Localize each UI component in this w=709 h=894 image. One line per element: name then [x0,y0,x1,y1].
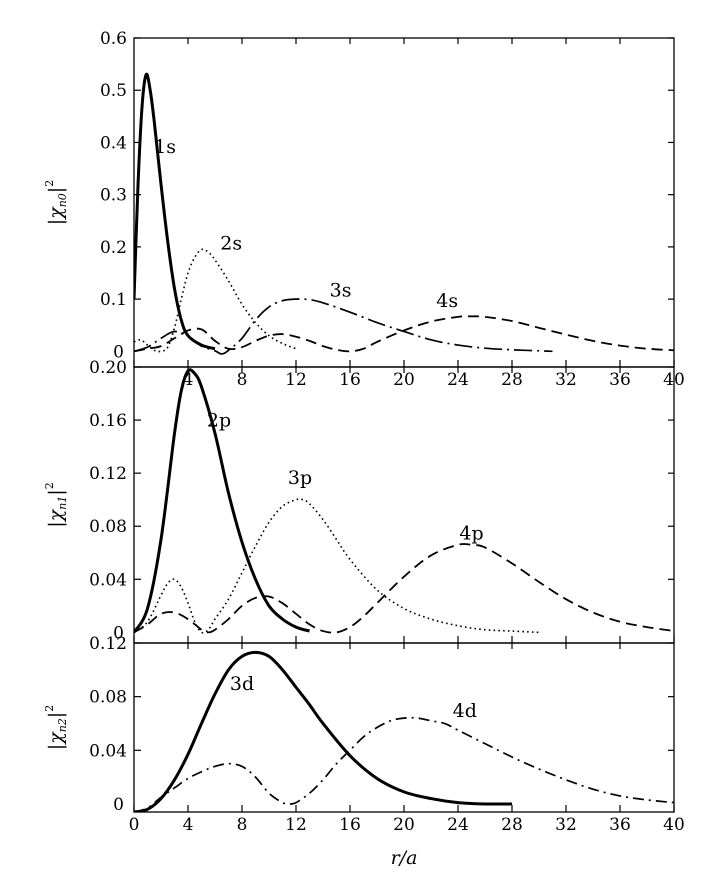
series-line-3p [134,498,540,634]
series-label-4p: 4p [459,523,483,545]
x-tick-label: 32 [555,815,577,835]
series-line-3s [134,298,553,355]
y-tick-label: 0.5 [100,81,127,101]
x-tick-label: 40 [663,815,685,835]
x-tick-label: 28 [501,370,523,390]
panel-top: 4 8 12 16 20 24 28 32 36 400.60.50.40.30.20.10|χn… [43,29,685,390]
y-axis-label: |χn1|2 [43,482,69,527]
y-tick-label: 0.2 [100,238,127,258]
series-label-3d: 3d [230,673,254,695]
series-line-1s [134,72,216,351]
series-label-4d: 4d [453,700,477,722]
series-line-4s [134,315,674,353]
panel-frame [133,642,675,813]
x-tick-label: 20 [393,370,415,390]
series-label-2p: 2p [207,410,231,432]
y-tick-label: 0.20 [89,358,127,378]
y-tick-label-zero: 0 [113,795,124,815]
y-tick-label: 0.08 [89,517,127,537]
x-tick-label: 16 [339,370,361,390]
y-tick-label: 0.08 [89,688,127,708]
x-tick-label: 24 [447,370,469,390]
y-tick-label: 0.12 [89,464,127,484]
y-tick-label-zero: 0 [113,623,124,643]
y-axis-label: |χn0|2 [43,180,69,225]
x-tick-label: 24 [447,815,469,835]
x-tick-label: 12 [285,815,307,835]
x-tick-label: 12 [285,370,307,390]
x-tick-label: 20 [393,815,415,835]
panel-frame [133,366,675,644]
series-line-4d [134,716,674,812]
x-tick-label: 32 [555,370,577,390]
y-tick-label: 0.04 [89,570,127,590]
series-label-4s: 4s [436,290,458,312]
series-line-2s [134,248,297,353]
x-tick-label: 4 [183,370,194,390]
series-label-3s: 3s [330,280,352,302]
panel-middle: 0.20 0.16 0.12 0.08 0.04 0 |χn1|2 2p 3p 4p [43,358,675,644]
y-tick-label: 0.16 [89,411,127,431]
y-tick-label: 0.4 [100,133,127,153]
x-axis-label: r/a [391,847,418,869]
series-line-3d [134,650,513,812]
series-label-3p: 3p [288,467,312,489]
y-tick-label: 0.12 [89,634,127,654]
x-tick-label: 36 [609,370,631,390]
y-tick-label-zero: 0 [113,342,124,362]
y-tick-label: 0.04 [89,741,127,761]
series-label-2s: 2s [220,233,242,255]
series-line-2p [134,368,310,634]
x-tick-label: 8 [237,815,248,835]
x-tick-label: 28 [501,815,523,835]
y-tick-label: 0.1 [100,290,127,310]
x-tick-label: 36 [609,815,631,835]
y-tick-label: 0.6 [100,29,127,49]
x-tick-label: 16 [339,815,361,835]
panel-bottom: 0 4 8 12 16 20 24 28 32 36 40 0.12 0.08 0.04 0 |χn2|2 3d… [43,634,685,869]
y-axis-label: |χn2|2 [43,705,69,750]
x-tick-label: 0 [129,815,140,835]
x-tick-label: 8 [237,370,248,390]
series-label-1s: 1s [154,136,176,158]
x-tick-label: 4 [183,815,194,835]
y-tick-label: 0.3 [100,186,127,206]
series-line-4p [134,543,674,634]
panel-frame [133,37,675,368]
